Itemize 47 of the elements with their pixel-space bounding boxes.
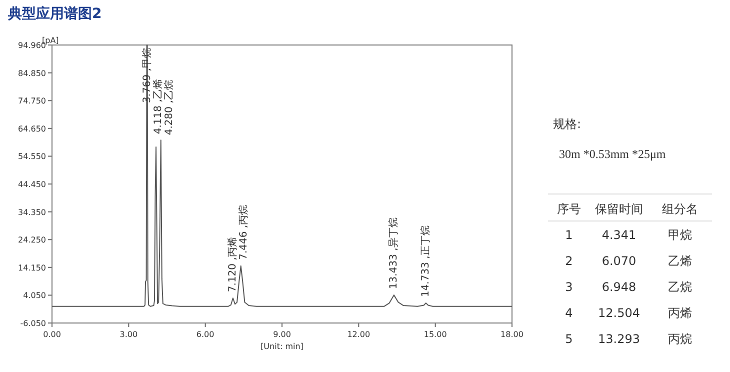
text: 4 <box>565 306 573 320</box>
x-tick-label: 3.00 <box>120 330 138 339</box>
text: 乙烯 <box>668 254 692 268</box>
text: 12.504 <box>598 306 640 320</box>
x-axis-title: [Unit: min] <box>260 342 304 351</box>
x-tick-label: 18.00 <box>500 330 524 339</box>
text: 乙烷 <box>668 280 692 294</box>
text: 6.070 <box>602 254 636 268</box>
y-tick-label: 74.750 <box>18 96 46 106</box>
x-tick-label: 15.00 <box>424 330 447 339</box>
text: 13.293 <box>598 332 640 346</box>
y-tick-label: 54.550 <box>18 152 46 162</box>
chart-title: 典型应用谱图2 <box>7 5 102 22</box>
x-tick-label: 0.00 <box>43 330 61 339</box>
annotation: 14.733 ,正丁烷 <box>420 226 432 298</box>
y-tick-label: 84.850 <box>18 68 46 78</box>
y-tick-label: 24.250 <box>18 236 46 245</box>
y-tick-label: 44.450 <box>18 180 46 190</box>
text: 序号 <box>557 202 581 216</box>
annotation: 4.280 ,乙烷 <box>162 80 175 136</box>
x-tick-label: 9.00 <box>273 330 291 339</box>
y-tick-label: -6.050 <box>20 319 46 328</box>
text: 4.341 <box>602 228 636 242</box>
text: 丙烯 <box>668 306 692 320</box>
annotation: 13.433 ,异丁烷 <box>388 218 400 290</box>
annotation: 3.769 ,甲烷 <box>140 48 153 103</box>
text: 2 <box>565 254 573 268</box>
line-series <box>52 44 512 307</box>
annotation: 7.446 ,丙烷 <box>238 204 250 260</box>
text: 3 <box>565 280 573 294</box>
y-tick-label: 4.050 <box>23 291 46 300</box>
text: 6.948 <box>602 280 636 294</box>
text: 5 <box>565 332 573 346</box>
text: 30m *0.53mm *25μm <box>559 147 666 161</box>
y-tick-label: 14.150 <box>18 263 46 272</box>
text: 组分名 <box>662 202 698 216</box>
x-tick-label: 6.00 <box>196 330 214 339</box>
text: 保留时间 <box>595 202 643 216</box>
text: 1 <box>565 228 573 242</box>
x-tick-label: 12.00 <box>347 330 370 339</box>
y-tick-label: 34.350 <box>18 208 46 217</box>
text: 规格: <box>553 117 582 131</box>
text: 甲烷 <box>668 228 692 242</box>
annotation: 4.118 ,乙烯 <box>152 79 164 134</box>
text: 丙烷 <box>668 332 692 346</box>
annotation: 7.120 ,丙烯 <box>226 237 239 292</box>
y-tick-label: 64.650 <box>18 124 46 134</box>
